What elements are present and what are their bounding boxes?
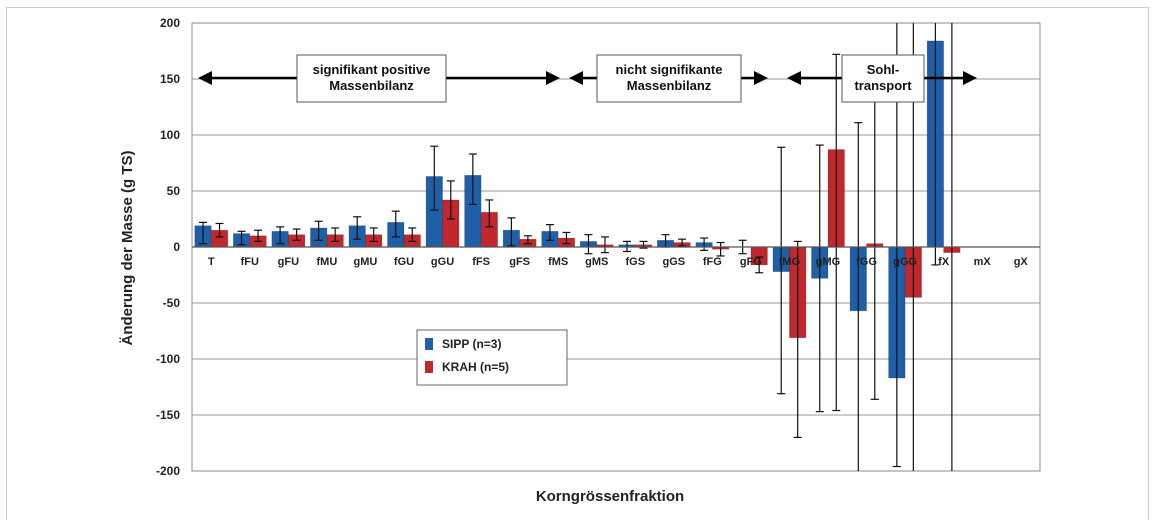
y-axis-title: Änderung der Masse (g TS) [119, 150, 136, 345]
x-tick-label: gX [1014, 256, 1029, 268]
y-tick-label: -200 [156, 464, 180, 478]
annotation-text: nicht signifikante [616, 62, 723, 77]
y-tick-label: 150 [160, 72, 180, 86]
x-tick-label: gFS [509, 256, 530, 268]
legend-swatch [425, 361, 433, 373]
x-tick-label: gMU [354, 256, 378, 268]
arrow-head [569, 71, 583, 85]
x-axis-title: Korngrössenfraktion [536, 488, 684, 505]
y-tick-label: -100 [156, 352, 180, 366]
figure-frame [6, 7, 1149, 525]
x-tick-label: fMU [317, 256, 338, 268]
x-tick-label: gMG [816, 256, 840, 268]
y-tick-label: 100 [160, 128, 180, 142]
y-tick-label: -50 [163, 296, 181, 310]
arrow-head [198, 71, 212, 85]
arrow-head [754, 71, 768, 85]
x-tick-label: gFU [278, 256, 299, 268]
x-tick-label: fFU [241, 256, 259, 268]
annotation-box [296, 54, 447, 103]
x-tick-label: fMS [548, 256, 568, 268]
legend-label: SIPP (n=3) [442, 337, 501, 351]
arrow-head [963, 71, 977, 85]
x-tick-label: gGS [663, 256, 686, 268]
annotation-box [841, 54, 925, 103]
legend-box [416, 329, 568, 386]
annotation-text: transport [854, 78, 912, 93]
x-tick-label: gFG [740, 256, 762, 268]
x-tick-label: gGG [893, 256, 917, 268]
legend-label: KRAH (n=5) [442, 360, 509, 374]
arrow-head [787, 71, 801, 85]
x-tick-label: fX [938, 256, 950, 268]
y-tick-label: 50 [167, 184, 181, 198]
x-tick-label: T [208, 256, 215, 268]
y-tick-label: 0 [173, 240, 180, 254]
y-tick-label: -150 [156, 408, 180, 422]
annotation-text: Massenbilanz [329, 78, 414, 93]
x-tick-label: mX [974, 256, 992, 268]
legend: SIPP (n=3) KRAH (n=5) [416, 329, 568, 386]
annotation-text: Sohl- [867, 62, 900, 77]
x-tick-label: gGU [431, 256, 454, 268]
annotation-box [596, 54, 742, 103]
x-tick-label: fGU [394, 256, 414, 268]
annotation-text: signifikant positive [313, 62, 431, 77]
x-tick-label: fGS [625, 256, 645, 268]
x-tick-label: fGG [856, 256, 877, 268]
legend-swatch [425, 338, 433, 350]
y-tick-label: 200 [160, 16, 180, 30]
x-tick-label: gMS [585, 256, 608, 268]
x-tick-label: fFS [472, 256, 490, 268]
x-tick-label: fMG [779, 256, 800, 268]
arrow-head [546, 71, 560, 85]
annotation-text: Massenbilanz [627, 78, 712, 93]
axes: 200 150 100 50 0 -50 -100 -150 -200 T fFU gFU fMU gMU… [156, 16, 1040, 478]
x-tick-label: fFG [703, 256, 722, 268]
